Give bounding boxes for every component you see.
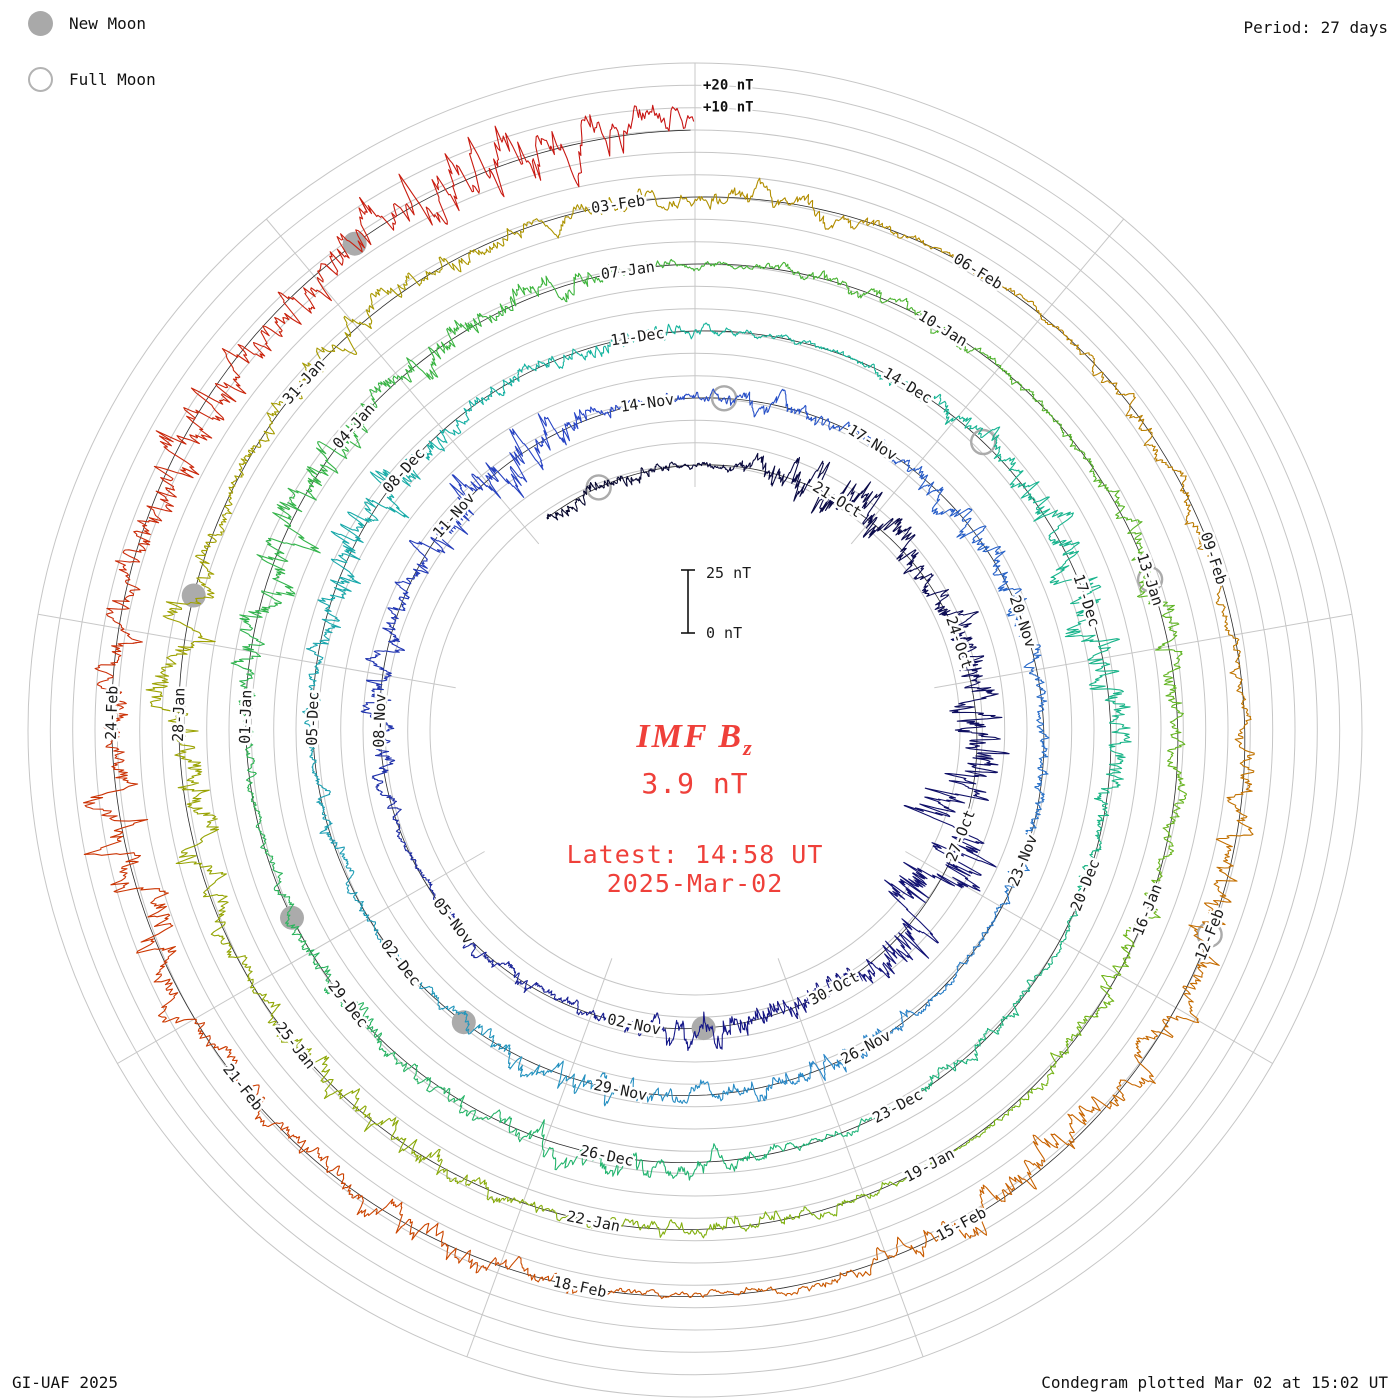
date-label: 30-Oct <box>806 967 862 1009</box>
new-moon-marker <box>280 905 304 930</box>
date-label: 17-Nov <box>845 421 901 465</box>
new-moon-marker <box>451 1010 476 1035</box>
plotted-label: Condegram plotted Mar 02 at 15:02 UT <box>1041 1373 1388 1392</box>
date-label: 07-Jan <box>600 258 656 284</box>
scale-top-label: 25 nT <box>706 564 751 582</box>
full-moon-marker <box>970 428 997 456</box>
date-label: 11-Dec <box>609 324 665 350</box>
date-label: 01-Jan <box>236 689 256 744</box>
date-label: 11-Nov <box>429 489 478 541</box>
date-label: 06-Feb <box>950 250 1006 294</box>
scale-bar: 25 nT 0 nT <box>681 564 751 642</box>
full-moon-icon <box>28 66 53 92</box>
date-label: 23-Dec <box>869 1085 925 1127</box>
date-label: 14-Nov <box>619 390 675 416</box>
date-label: 29-Dec <box>324 977 372 1031</box>
baseline-spiral <box>111 129 1246 1298</box>
date-label: 25-Jan <box>272 1019 320 1073</box>
nt-reference-label: +20 nT <box>703 77 754 93</box>
date-label: 05-Dec <box>303 691 323 746</box>
new-moon-marker <box>342 231 367 256</box>
new-moon-label: New Moon <box>69 13 147 33</box>
full-moon-label: Full Moon <box>69 69 156 89</box>
date-label: 05-Nov <box>429 894 477 948</box>
date-labels: 21-Oct24-Oct27-Oct30-Oct02-Nov05-Nov08-N… <box>99 189 1233 1304</box>
date-label: 16-Jan <box>1129 881 1166 938</box>
date-label: 23-Nov <box>1004 832 1041 889</box>
bz-trace <box>82 104 1255 1300</box>
new-moon-marker <box>691 1016 716 1041</box>
date-label: 21-Feb <box>219 1060 267 1114</box>
date-label: 20-Dec <box>1067 857 1104 914</box>
date-label: 24-Oct <box>942 614 976 671</box>
date-label: 14-Dec <box>880 364 936 408</box>
moon-markers <box>181 231 1223 1041</box>
date-label: 03-Feb <box>590 191 646 217</box>
date-label: 09-Feb <box>1197 530 1231 587</box>
date-label: 08-Nov <box>370 693 390 748</box>
date-label: 26-Nov <box>838 1026 894 1068</box>
legend-full-moon: Full Moon <box>28 64 156 94</box>
date-label: 19-Jan <box>901 1144 957 1186</box>
credit-label: GI-UAF 2025 <box>12 1373 118 1392</box>
nt-reference-label: +10 nT <box>703 100 754 116</box>
period-label: Period: 27 days <box>1243 18 1389 37</box>
grid-spokes <box>38 63 1352 1357</box>
new-moon-marker <box>181 583 206 608</box>
date-label: 15-Feb <box>933 1203 989 1245</box>
date-label: 20-Nov <box>1006 593 1040 650</box>
new-moon-icon <box>28 10 53 36</box>
date-label: 28-Jan <box>169 687 189 742</box>
nt-reference-labels: +20 nT +10 nT <box>701 75 756 117</box>
date-label: 10-Jan <box>915 307 971 351</box>
full-moon-marker <box>1136 566 1164 593</box>
moon-legend: New Moon Full Moon <box>28 8 156 120</box>
date-label: 02-Dec <box>377 936 425 990</box>
date-label: 24-Feb <box>102 685 122 740</box>
scale-bottom-label: 0 nT <box>706 624 742 642</box>
legend-new-moon: New Moon <box>28 8 156 38</box>
